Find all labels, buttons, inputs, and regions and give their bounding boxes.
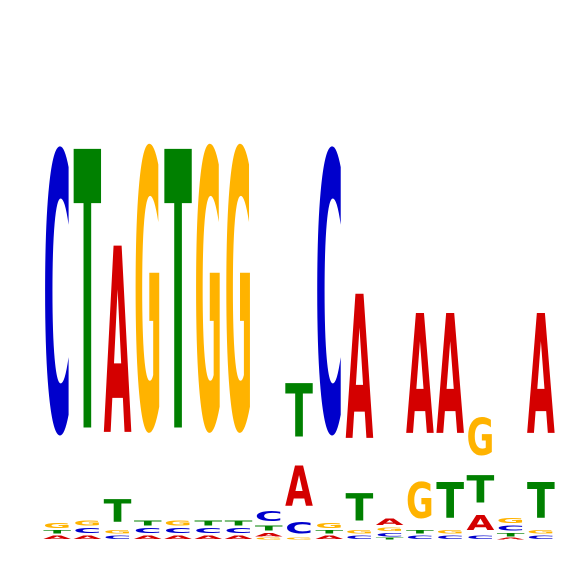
logo-letter-g: G xyxy=(104,530,132,535)
logo-letter-c: C xyxy=(225,527,253,535)
logo-letter-t: T xyxy=(467,469,495,512)
logo-letter-c: C xyxy=(376,532,404,537)
logo-letter-a: A xyxy=(73,535,101,540)
logo-letter-a: A xyxy=(315,535,343,540)
logo-letter-c: C xyxy=(436,535,464,540)
logo-letter-g: G xyxy=(315,522,343,530)
logo-letter-c: C xyxy=(73,527,101,535)
logo-letter-a: A xyxy=(376,517,405,527)
logo-letter-a: A xyxy=(104,197,132,494)
logo-letter-g: G xyxy=(406,473,434,530)
logo-letter-t: T xyxy=(164,75,192,519)
logo-letter-g: G xyxy=(436,530,464,535)
logo-letter-g: G xyxy=(376,527,404,532)
logo-letter-a: A xyxy=(134,535,162,540)
logo-letter-a: A xyxy=(346,254,374,485)
logo-letter-t: T xyxy=(285,369,313,454)
logo-letter-g: G xyxy=(164,519,192,527)
logo-letter-a: A xyxy=(285,456,313,520)
logo-letter-t: T xyxy=(194,519,222,527)
logo-letter-c: C xyxy=(134,527,162,535)
logo-letter-a: A xyxy=(43,535,71,540)
logo-letter-a: A xyxy=(225,535,253,540)
logo-letter-c: C xyxy=(406,535,434,540)
logo-letter-g: G xyxy=(497,517,525,525)
logo-letter-c: C xyxy=(497,525,525,533)
logo-letter-t: T xyxy=(225,519,253,527)
logo-letter-t: T xyxy=(43,530,71,535)
logo-letter-a: A xyxy=(527,282,555,473)
logo-letter-c: C xyxy=(285,519,313,537)
logo-letter-c: C xyxy=(194,527,222,535)
logo-letter-g: G xyxy=(134,72,162,517)
logo-letter-a: A xyxy=(406,282,434,473)
logo-letter-a: A xyxy=(255,532,283,537)
logo-letter-t: T xyxy=(346,487,374,530)
logo-letter-c: C xyxy=(164,527,192,535)
logo-letter-g: G xyxy=(194,72,222,517)
logo-letter-g: G xyxy=(346,530,374,535)
logo-letter-g: G xyxy=(285,537,313,540)
logo-letter-t: T xyxy=(376,537,404,540)
logo-letter-t: T xyxy=(315,530,343,535)
logo-letter-g: G xyxy=(527,530,555,535)
logo-letter-c: C xyxy=(467,535,495,540)
logo-letter-g: G xyxy=(73,519,101,527)
logo-letter-t: T xyxy=(497,532,525,537)
logo-letter-t: T xyxy=(255,524,283,532)
logo-letter-t: T xyxy=(104,493,132,530)
logo-stacks: ATGCACGTCGTAACTGACGTACTGACTGGATCGCATATGC… xyxy=(43,72,555,540)
logo-letter-c: C xyxy=(527,535,555,540)
logo-letter-g: G xyxy=(255,537,283,540)
logo-letter-t: T xyxy=(406,530,434,535)
logo-letter-t: T xyxy=(134,519,162,527)
logo-letter-t: T xyxy=(527,472,555,530)
logo-letter-g: G xyxy=(225,72,253,517)
logo-letter-c: C xyxy=(104,535,132,540)
logo-letter-a: A xyxy=(497,537,525,540)
logo-letter-c: C xyxy=(315,77,343,522)
logo-letter-a: A xyxy=(467,511,495,534)
logo-letter-a: A xyxy=(194,535,222,540)
logo-letter-a: A xyxy=(164,535,192,540)
logo-letter-c: C xyxy=(346,535,374,540)
logo-letter-t: T xyxy=(436,472,464,530)
logo-letter-g: G xyxy=(43,522,71,530)
logo-letter-c: C xyxy=(43,77,71,522)
logo-letter-g: G xyxy=(467,409,495,468)
logo-letter-t: T xyxy=(73,75,101,519)
logo-letter-c: C xyxy=(255,509,283,524)
logo-letter-a: A xyxy=(436,282,464,473)
